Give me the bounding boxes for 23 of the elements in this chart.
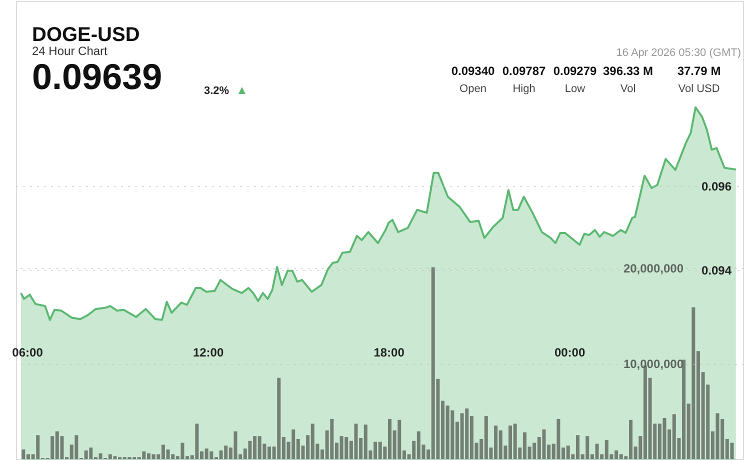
annotation: Open xyxy=(460,83,486,95)
annotation: ▲ xyxy=(236,83,248,97)
annotation: 0.09340 xyxy=(451,64,496,78)
annotation: High xyxy=(512,83,536,95)
y2-tick-label: 20,000,000 xyxy=(623,262,684,276)
x-tick-label: 12:00 xyxy=(192,346,224,360)
annotation: Vol USD xyxy=(678,83,720,95)
annotation: 0.09787 xyxy=(502,64,546,78)
annotation: 0.09279 xyxy=(553,64,598,78)
y-tick-label: 0.094 xyxy=(701,263,732,278)
annotation: Low xyxy=(564,83,586,95)
annotation: 0.09639 xyxy=(32,56,162,97)
annotation: 396.33 M xyxy=(602,64,654,78)
x-tick-label: 00:00 xyxy=(554,346,586,360)
text: DOGE-USD xyxy=(32,24,140,46)
x-tick-label: 18:00 xyxy=(374,346,405,360)
annotation: 16 Apr 2026 05:30 (GMT) xyxy=(616,47,741,59)
annotation: Vol xyxy=(620,83,636,95)
text: 24 Hour Chart xyxy=(32,44,108,58)
y-tick-label: 0.096 xyxy=(701,179,732,194)
annotation: 3.2% xyxy=(204,85,230,97)
x-tick-label: 06:00 xyxy=(12,346,44,360)
annotation: 37.79 M xyxy=(677,64,721,78)
